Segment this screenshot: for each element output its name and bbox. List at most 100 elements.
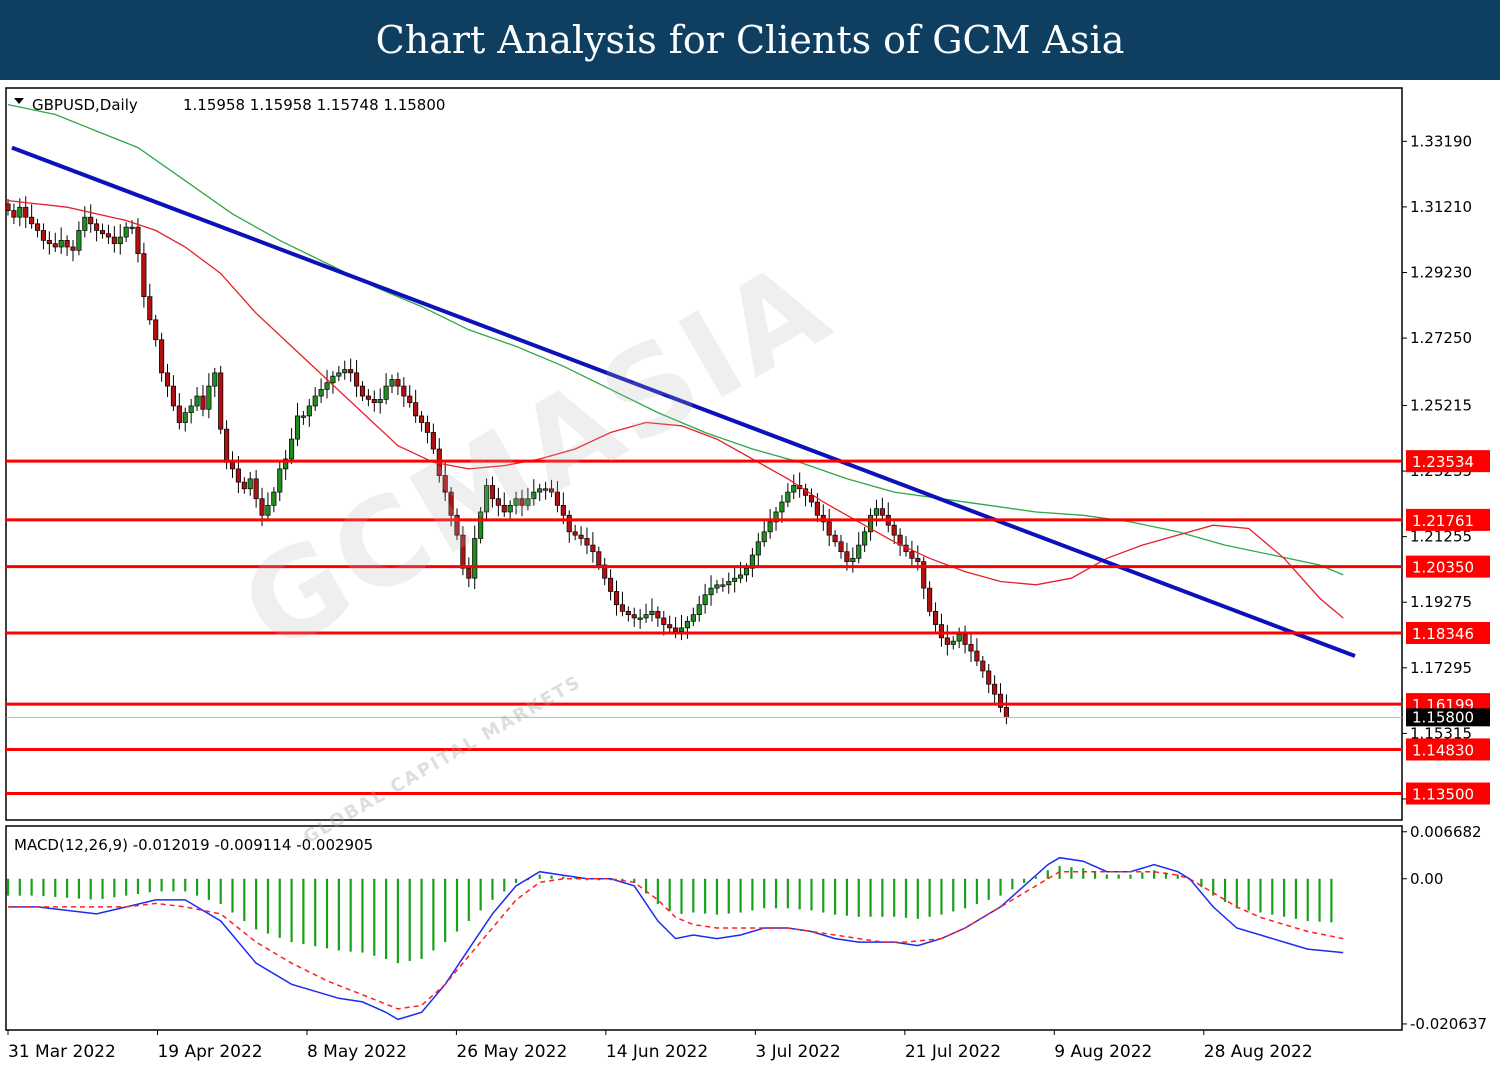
candle-body — [548, 488, 555, 493]
level-price-tag — [1406, 508, 1490, 531]
candle-body — [229, 461, 236, 470]
price-tick-label: 1.21255 — [1410, 528, 1472, 546]
candle-body — [153, 319, 159, 341]
candle-body — [200, 395, 206, 410]
candle-body — [826, 521, 832, 536]
candle-body — [667, 624, 673, 629]
candle-body — [980, 660, 986, 672]
candle-body — [430, 432, 436, 450]
macd-label: MACD(12,26,9) -0.012019 -0.009114 -0.002… — [14, 836, 373, 854]
candle-body — [11, 210, 17, 218]
candle-body — [377, 398, 383, 404]
level-price-tag — [1406, 450, 1490, 473]
candle-body — [123, 226, 129, 238]
candle-body — [407, 395, 413, 404]
page-title: Chart Analysis for Clients of GCM Asia — [375, 18, 1125, 62]
candle-body — [277, 468, 283, 493]
candle-body — [29, 216, 35, 225]
candle-body — [873, 508, 880, 516]
candle-body — [808, 495, 815, 503]
candle-body — [117, 236, 123, 245]
candle-body — [673, 627, 679, 632]
price-tick-label: 1.25215 — [1410, 396, 1472, 414]
candle-body — [732, 577, 738, 582]
candle-body — [938, 624, 944, 639]
candle-body — [596, 551, 602, 566]
candle-body — [306, 405, 312, 417]
level-price-label: 1.18346 — [1412, 625, 1474, 643]
candle-body — [507, 504, 513, 513]
macd-tick-label: 0.00 — [1410, 870, 1443, 888]
candle-body — [643, 614, 649, 619]
candle-body — [170, 385, 176, 407]
candle-body — [968, 644, 974, 652]
candle-body — [460, 534, 466, 569]
candle-body — [371, 398, 377, 404]
candle-body — [608, 577, 614, 592]
level-price-tag — [1406, 555, 1490, 578]
candle-body — [696, 604, 702, 615]
candle-body — [649, 610, 655, 615]
candle-body — [684, 620, 690, 629]
header-bar: Chart Analysis for Clients of GCM Asia — [0, 0, 1500, 80]
level-price-label: 1.13500 — [1412, 786, 1474, 804]
price-panel-frame — [5, 87, 1403, 821]
candle-body — [265, 504, 271, 516]
candle-body — [838, 541, 844, 553]
candle-body — [986, 670, 992, 685]
candle-body — [613, 591, 620, 606]
candle-body — [749, 554, 755, 569]
candle-body — [578, 534, 584, 539]
candle-body — [513, 498, 519, 506]
candle-body — [348, 369, 354, 374]
candle-body — [779, 501, 785, 513]
candle-body — [974, 650, 980, 662]
candle-body — [147, 296, 153, 321]
candle-body — [997, 693, 1004, 708]
level-price-label: 1.21761 — [1412, 512, 1474, 530]
candle-body — [655, 610, 661, 619]
candle-body — [501, 504, 507, 513]
candle-body — [82, 216, 88, 231]
price-chart[interactable]: 1.331901.312101.292301.272501.252151.232… — [0, 80, 1500, 1071]
candle-body — [5, 203, 11, 211]
candle-body — [708, 587, 714, 596]
candle-body — [188, 405, 194, 413]
candle-body — [602, 564, 608, 579]
candle-body — [105, 233, 111, 238]
candle-body — [312, 395, 318, 407]
candle-body — [365, 395, 371, 400]
candle-body — [354, 372, 360, 387]
candle-body — [23, 206, 29, 218]
candle-body — [159, 339, 165, 374]
candle-body — [714, 584, 720, 589]
candle-body — [572, 531, 578, 536]
candle-body — [956, 634, 962, 642]
level-price-label: 1.14830 — [1412, 741, 1474, 759]
candle-body — [631, 614, 637, 619]
candle-body — [424, 422, 431, 433]
x-tick-label: 31 Mar 2022 — [8, 1042, 116, 1062]
candle-body — [767, 521, 773, 533]
candle-body — [271, 491, 277, 506]
candle-body — [336, 372, 342, 377]
candle-body — [773, 511, 779, 523]
x-tick-label: 28 Aug 2022 — [1204, 1042, 1313, 1062]
candle-body — [395, 379, 401, 387]
candle-body — [259, 498, 265, 516]
price-tick-label: 1.27250 — [1410, 329, 1472, 347]
level-price-tag — [1406, 621, 1490, 644]
candle-body — [466, 567, 472, 579]
x-tick-label: 8 May 2022 — [307, 1042, 407, 1062]
candle-body — [472, 538, 478, 579]
candle-body — [76, 230, 82, 251]
level-price-label: 1.23534 — [1412, 453, 1474, 471]
candle-body — [891, 524, 897, 536]
candle-body — [678, 627, 685, 632]
candle-body — [99, 230, 106, 235]
macd-tick-label: -0.020637 — [1410, 1015, 1487, 1033]
candle-body — [791, 485, 797, 493]
price-tick-label: 1.29230 — [1410, 263, 1472, 281]
candle-body — [247, 478, 253, 490]
candle-body — [909, 551, 915, 559]
